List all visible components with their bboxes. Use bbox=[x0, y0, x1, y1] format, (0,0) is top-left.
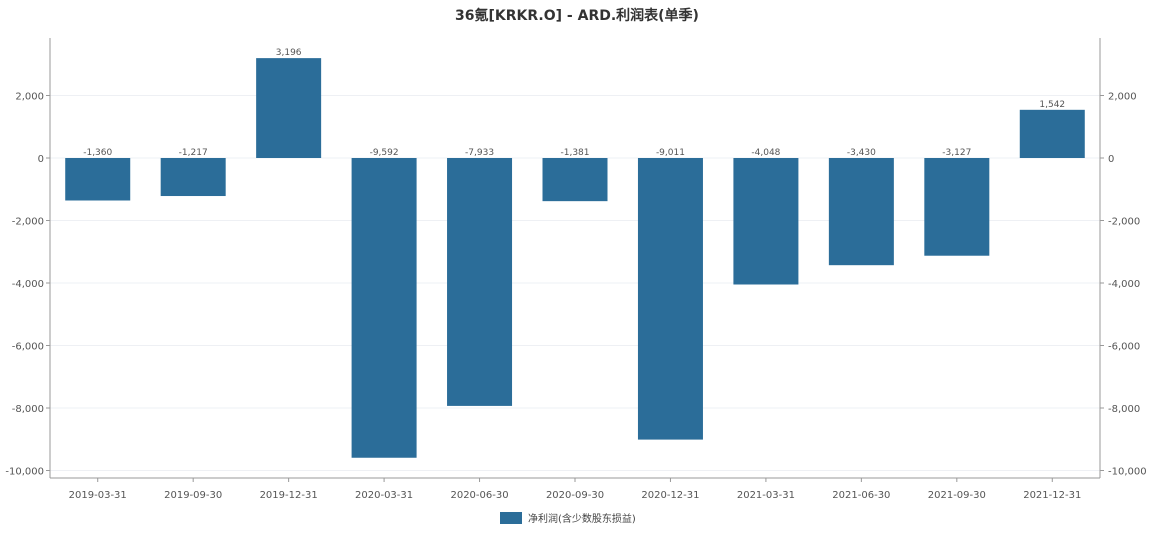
x-tick-label: 2021-03-31 bbox=[737, 490, 795, 501]
x-tick-label: 2020-03-31 bbox=[355, 490, 413, 501]
bar bbox=[637, 158, 703, 440]
y-tick-label-left: 2,000 bbox=[15, 92, 44, 103]
x-tick-label: 2021-06-30 bbox=[832, 490, 890, 501]
y-tick-label-left: -6,000 bbox=[12, 342, 44, 353]
legend-label: 净利润(含少数股东损益) bbox=[528, 512, 636, 525]
bar bbox=[828, 158, 894, 266]
bar bbox=[924, 158, 990, 256]
bar bbox=[1019, 109, 1085, 158]
x-tick-label: 2020-06-30 bbox=[450, 490, 508, 501]
bar bbox=[351, 158, 417, 458]
bar-value-label: -7,933 bbox=[465, 148, 494, 158]
x-tick-label: 2019-03-31 bbox=[69, 490, 127, 501]
bar-value-label: -3,430 bbox=[847, 148, 876, 158]
bar bbox=[542, 158, 608, 202]
y-tick-label-left: -2,000 bbox=[12, 217, 44, 228]
x-tick-label: 2019-09-30 bbox=[164, 490, 222, 501]
y-tick-label-right: -8,000 bbox=[1108, 404, 1140, 415]
bar bbox=[447, 158, 513, 406]
legend-swatch bbox=[500, 512, 522, 524]
chart-title: 36氪[KRKR.O] - ARD.利润表(单季) bbox=[455, 7, 699, 24]
bar-value-label: -9,592 bbox=[370, 148, 399, 158]
y-tick-label-right: 2,000 bbox=[1108, 92, 1137, 103]
bar-value-label: -4,048 bbox=[751, 148, 780, 158]
y-tick-label-right: -10,000 bbox=[1108, 467, 1147, 478]
x-tick-label: 2021-12-31 bbox=[1023, 490, 1081, 501]
y-tick-label-left: -10,000 bbox=[5, 467, 44, 478]
bar-value-label: 1,542 bbox=[1039, 100, 1065, 110]
x-tick-label: 2019-12-31 bbox=[260, 490, 318, 501]
y-tick-label-left: 0 bbox=[38, 154, 44, 165]
y-tick-label-right: -2,000 bbox=[1108, 217, 1140, 228]
y-tick-label-left: -8,000 bbox=[12, 404, 44, 415]
bar bbox=[733, 158, 799, 285]
x-tick-label: 2020-09-30 bbox=[546, 490, 604, 501]
bar-value-label: 3,196 bbox=[276, 48, 302, 58]
bar bbox=[160, 158, 226, 197]
legend: 净利润(含少数股东损益) bbox=[500, 512, 636, 525]
x-axis-ticks: 2019-03-31 2019-09-30 2019-12-31 2020-03-31… bbox=[69, 478, 1081, 501]
x-tick-label: 2021-09-30 bbox=[928, 490, 986, 501]
bar-value-label: -1,381 bbox=[560, 148, 589, 158]
bars bbox=[65, 58, 1085, 458]
x-tick-label: 2020-12-31 bbox=[641, 490, 699, 501]
bar bbox=[65, 158, 131, 201]
bar-value-label: -1,217 bbox=[179, 148, 208, 158]
y-tick-label-left: -4,000 bbox=[12, 279, 44, 290]
bar bbox=[256, 58, 322, 158]
bar-value-label: -9,011 bbox=[656, 148, 685, 158]
y-tick-label-right: 0 bbox=[1108, 154, 1114, 165]
axes: -10,000 -10,000 -8,000 -8,000 -6,000 -6,000 -4… bbox=[5, 38, 1147, 479]
bar-value-label: -3,127 bbox=[942, 148, 971, 158]
data-labels: -1,360 -1,217 3,196 -9,592 -7,933 -1,381 -9,01… bbox=[83, 48, 1065, 158]
y-tick-label-right: -4,000 bbox=[1108, 279, 1140, 290]
bar-value-label: -1,360 bbox=[83, 148, 112, 158]
y-tick-label-right: -6,000 bbox=[1108, 342, 1140, 353]
